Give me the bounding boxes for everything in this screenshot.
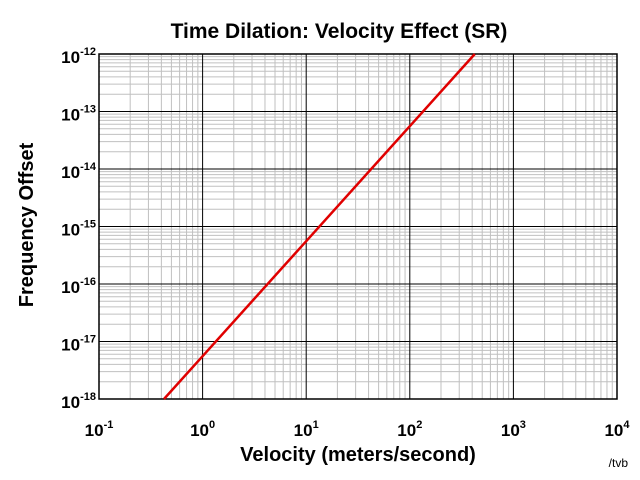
y-tick-label-base: 10 <box>61 106 80 125</box>
x-tick-label-exponent: 0 <box>209 419 215 431</box>
x-tick-label-exponent: -1 <box>104 419 114 431</box>
chart-title: Time Dilation: Velocity Effect (SR) <box>171 20 508 43</box>
x-tick-label: 10-1 <box>85 419 114 440</box>
y-tick-label-base: 10 <box>61 278 80 297</box>
y-tick-label: 10-12 <box>61 46 96 67</box>
y-axis-label: Frequency Offset <box>16 142 38 307</box>
x-tick-label-base: 10 <box>190 421 209 440</box>
y-tick-label-exponent: -13 <box>80 104 96 116</box>
x-tick-label-exponent: 2 <box>416 419 422 431</box>
credit-text: /tvb <box>609 456 629 470</box>
y-tick-label-base: 10 <box>61 221 80 240</box>
y-tick-label-base: 10 <box>61 393 80 412</box>
x-tick-label: 102 <box>397 419 422 440</box>
x-tick-label-base: 10 <box>604 421 623 440</box>
x-tick-label-base: 10 <box>85 421 104 440</box>
y-tick-label-exponent: -16 <box>80 276 96 288</box>
series-line-1 <box>163 53 476 400</box>
y-tick-label-exponent: -12 <box>80 46 96 58</box>
y-tick-label: 10-16 <box>61 276 96 297</box>
x-tick-label: 103 <box>501 419 526 440</box>
x-tick-label-exponent: 4 <box>623 419 630 431</box>
plot-frame <box>98 53 618 400</box>
y-tick-label-exponent: -17 <box>80 334 96 346</box>
y-tick-label-base: 10 <box>61 48 80 67</box>
y-tick-label-exponent: -18 <box>80 391 96 403</box>
x-axis-label: Velocity (meters/second) <box>240 444 476 466</box>
x-tick-label: 101 <box>294 419 319 440</box>
y-tick-label-base: 10 <box>61 163 80 182</box>
major-grid <box>99 54 617 399</box>
y-tick-label: 10-14 <box>61 161 97 182</box>
x-tick-label: 104 <box>604 419 630 440</box>
y-tick-label-exponent: -15 <box>80 219 96 231</box>
x-tick-label-base: 10 <box>397 421 416 440</box>
y-tick-label: 10-15 <box>61 219 96 240</box>
y-tick-label-exponent: -14 <box>80 161 97 173</box>
x-tick-label-base: 10 <box>501 421 520 440</box>
x-tick-label: 100 <box>190 419 215 440</box>
x-tick-labels: 10-1 100 101 102 103 104 <box>85 419 631 440</box>
y-tick-label-base: 10 <box>61 336 80 355</box>
series-group <box>163 53 476 400</box>
x-tick-label-exponent: 1 <box>313 419 319 431</box>
x-tick-label-base: 10 <box>294 421 313 440</box>
x-tick-label-exponent: 3 <box>520 419 526 431</box>
y-tick-label: 10-13 <box>61 104 96 125</box>
y-tick-label: 10-17 <box>61 334 96 355</box>
y-tick-label: 10-18 <box>61 391 96 412</box>
